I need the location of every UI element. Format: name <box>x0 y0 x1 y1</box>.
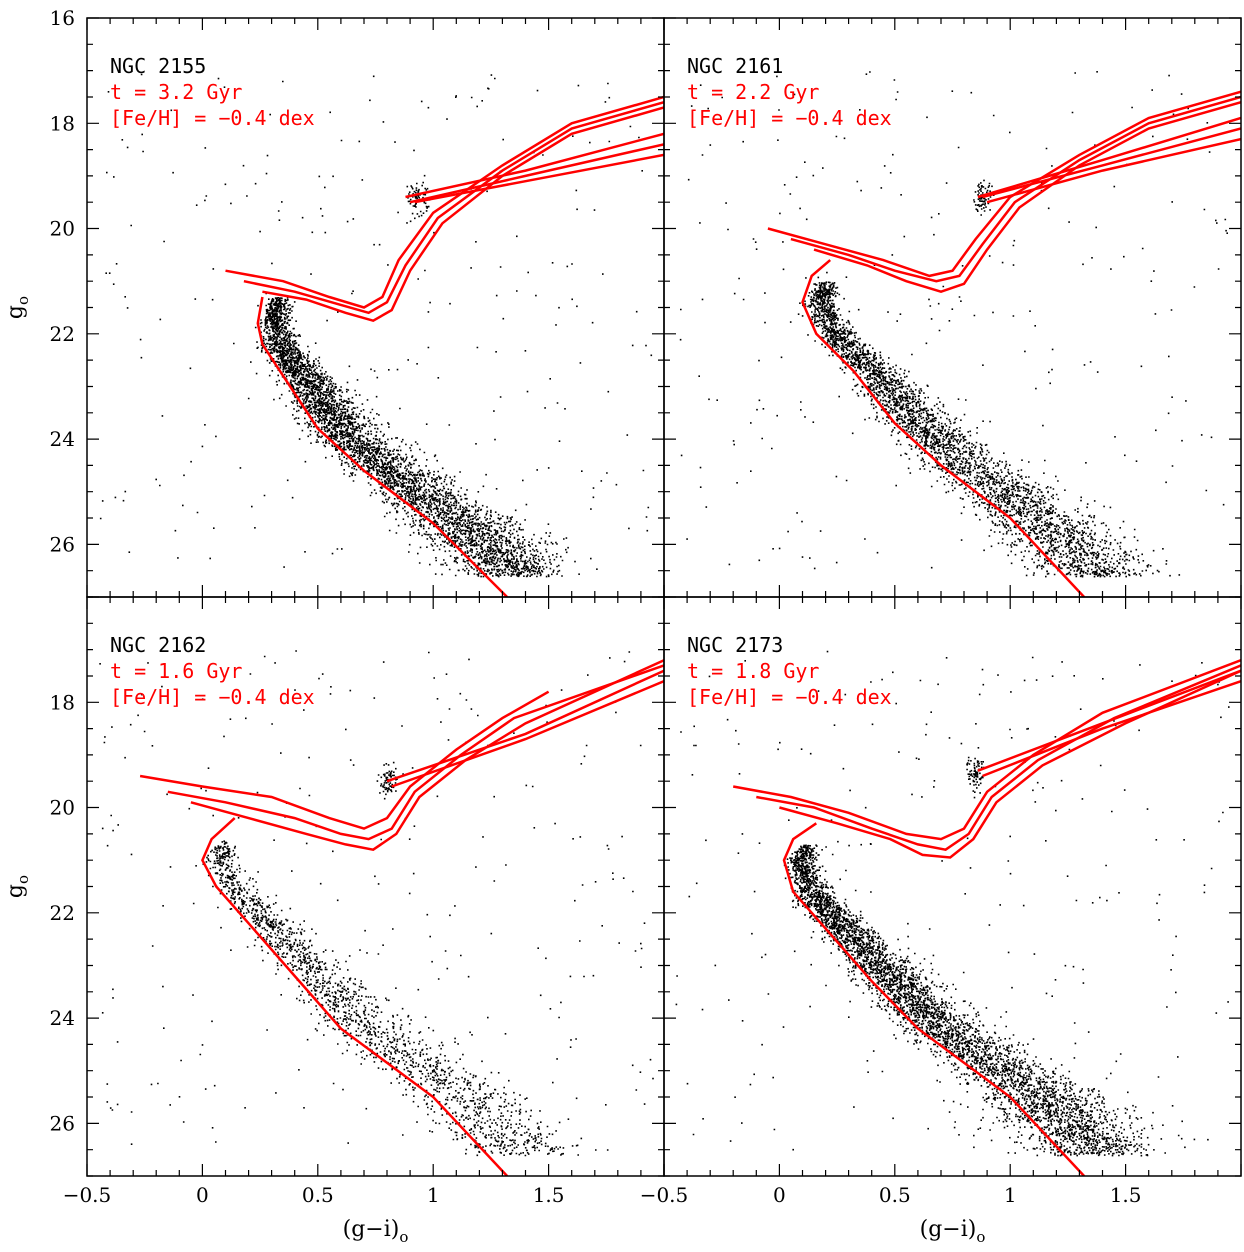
cluster-name: NGC 2161 <box>687 54 783 78</box>
metallicity-label: [Fe/H] = −0.4 dex <box>110 106 315 130</box>
panel-frame <box>663 17 1242 598</box>
axis-ticks <box>86 17 1242 1177</box>
x-axis-title: (g−i)o <box>920 1217 986 1246</box>
isochrone-track <box>813 100 1241 294</box>
isochrone-agb <box>986 137 1241 204</box>
isochrone-track <box>190 659 664 852</box>
y-tick-label: 24 <box>50 1006 75 1030</box>
isochrone-agb <box>405 132 664 199</box>
y-tick-label: 20 <box>50 217 75 241</box>
y-tick-label: 22 <box>50 901 75 925</box>
star-points <box>99 650 654 1157</box>
y-tick-label: 22 <box>50 322 75 346</box>
isochrone-main-sequence <box>782 822 1086 1176</box>
metallicity-label: [Fe/H] = −0.4 dex <box>110 685 315 709</box>
isochrone-track <box>262 106 664 323</box>
star-cloud <box>99 73 653 578</box>
tick-marks <box>86 17 665 598</box>
cluster-name: NGC 2162 <box>110 633 206 657</box>
panel-frame <box>663 596 1242 1177</box>
y-tick-label: 26 <box>50 1111 75 1135</box>
isochrone-main-sequence <box>201 817 509 1176</box>
isochrone-layer <box>139 90 1241 1176</box>
isochrone-set <box>139 659 664 1176</box>
x-tick-label: 0 <box>196 1183 209 1207</box>
isochrone-set <box>767 90 1241 597</box>
y-tick-label: 18 <box>50 111 75 135</box>
isochrone-agb <box>982 127 1241 199</box>
age-label: t = 1.6 Gyr <box>110 659 242 683</box>
y-tick-label: 24 <box>50 427 75 451</box>
isochrone-track <box>139 690 550 830</box>
x-tick-label: 0.5 <box>879 1183 911 1207</box>
isochrone-track <box>243 100 664 315</box>
star-points <box>99 73 653 578</box>
isochrone-agb <box>391 680 664 788</box>
x-tick-label: 1.5 <box>1110 1183 1142 1207</box>
age-label: t = 1.8 Gyr <box>687 659 819 683</box>
x-tick-label: 1 <box>427 1183 440 1207</box>
x-tick-label: 1 <box>1004 1183 1017 1207</box>
isochrone-agb <box>977 669 1241 772</box>
x-axis-title: (g−i)o <box>343 1217 409 1246</box>
isochrone-agb <box>414 153 664 204</box>
x-tick-label: −0.5 <box>63 1183 112 1207</box>
metallicity-label: [Fe/H] = −0.4 dex <box>687 106 892 130</box>
cluster-name: NGC 2173 <box>687 633 783 657</box>
isochrone-agb <box>977 116 1241 199</box>
star-points <box>675 650 1230 1157</box>
star-cloud <box>99 650 654 1157</box>
tick-marks <box>86 596 665 1177</box>
cluster-name: NGC 2155 <box>110 54 206 78</box>
star-cloud <box>675 650 1230 1157</box>
isochrone-agb <box>982 680 1241 778</box>
isochrone-main-sequence <box>256 296 508 597</box>
isochrone-track <box>225 95 664 309</box>
y-tick-label: 26 <box>50 532 75 556</box>
tick-marks <box>663 17 1242 598</box>
isochrone-agb <box>386 669 664 783</box>
isochrone-track <box>732 659 1241 841</box>
x-tick-label: 0.5 <box>302 1183 334 1207</box>
age-label: t = 2.2 Gyr <box>687 80 819 104</box>
y-axis-subscript: o <box>14 296 32 305</box>
metallicity-label: [Fe/H] = −0.4 dex <box>687 685 892 709</box>
isochrone-agb <box>409 143 664 204</box>
x-tick-label: −0.5 <box>640 1183 689 1207</box>
x-tick-label: 0 <box>773 1183 786 1207</box>
x-axis-subscript: o <box>976 1228 985 1246</box>
age-label: t = 3.2 Gyr <box>110 80 242 104</box>
y-axis-title: go <box>3 296 32 319</box>
x-axis-subscript: o <box>399 1228 408 1246</box>
y-tick-label: 20 <box>50 796 75 820</box>
isochrone-set <box>732 659 1241 1176</box>
isochrone-track <box>790 95 1241 283</box>
y-axis-subscript: o <box>14 875 32 884</box>
isochrone-track <box>167 664 664 841</box>
isochrone-set <box>225 95 664 597</box>
isochrone-track <box>767 90 1241 278</box>
x-tick-label: 1.5 <box>533 1183 565 1207</box>
panel-frame <box>86 596 665 1177</box>
isochrone-main-sequence <box>801 259 1086 597</box>
isochrone-track <box>779 669 1241 859</box>
y-axis-title: go <box>3 875 32 898</box>
tick-marks <box>663 596 1242 1177</box>
y-tick-label: 16 <box>50 6 75 30</box>
y-tick-label: 18 <box>50 690 75 714</box>
